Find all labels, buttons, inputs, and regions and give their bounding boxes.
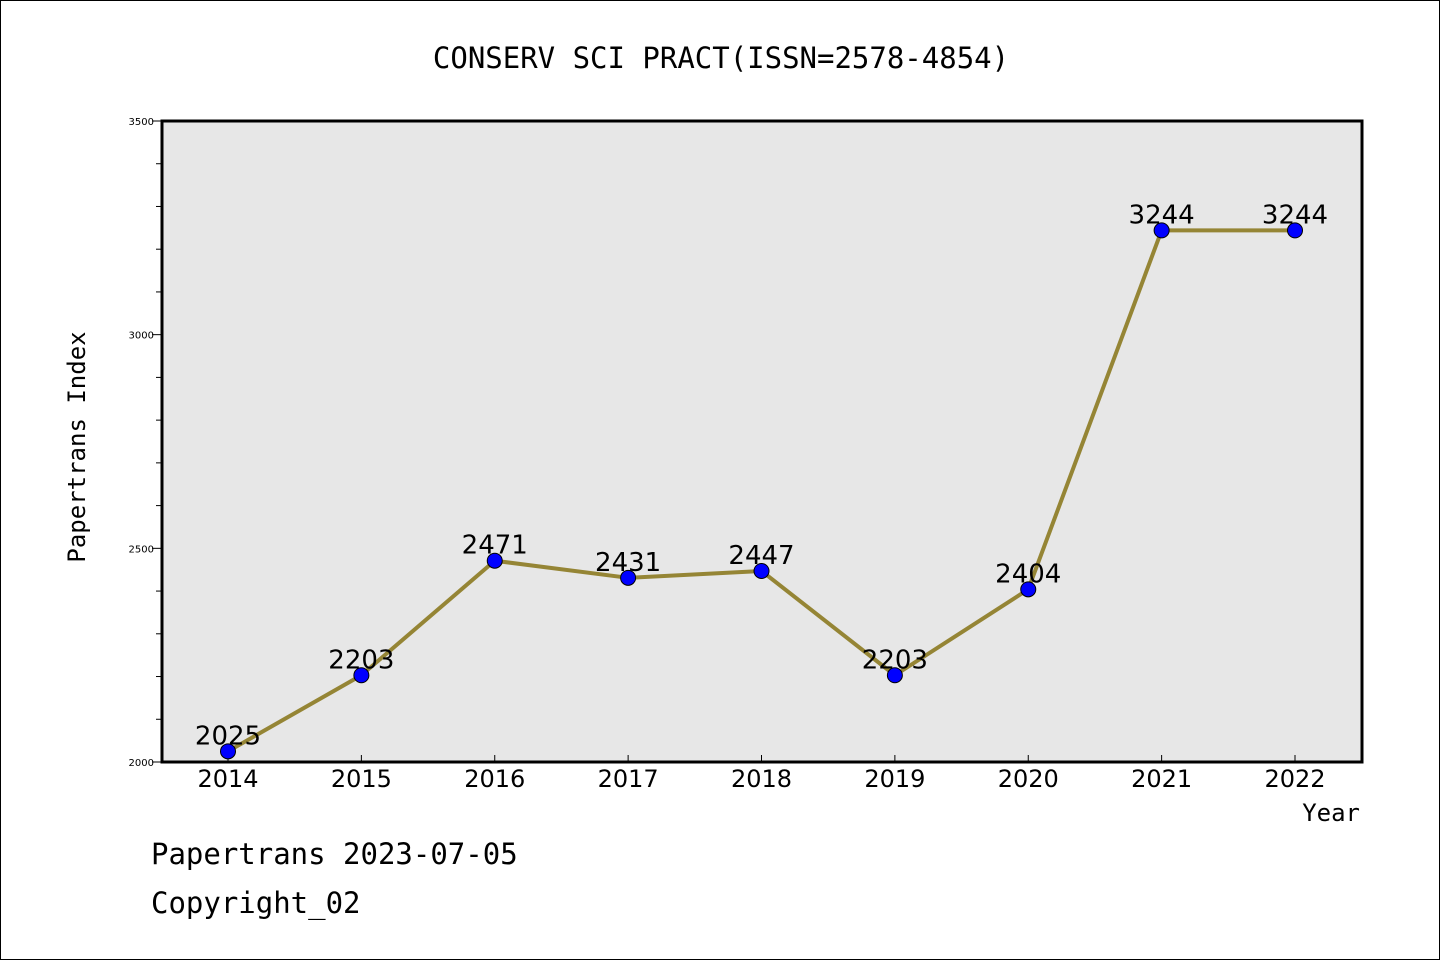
data-point (1153, 222, 1170, 239)
data-point (486, 552, 503, 569)
y-tick-label: 3500 (129, 117, 154, 128)
data-label: 2203 (862, 645, 928, 675)
x-tick-label: 2015 (331, 765, 392, 793)
data-label: 3244 (1262, 200, 1328, 230)
data-label: 2025 (195, 721, 261, 751)
x-tick-label: 2020 (998, 765, 1059, 793)
data-point (220, 743, 236, 760)
x-tick-label: 2018 (731, 765, 792, 793)
footer-date-line: Papertrans 2023-07-05 (151, 837, 518, 871)
x-tick-label: 2019 (864, 765, 925, 793)
x-tick-label: 2014 (197, 765, 258, 793)
y-tick-label: 2000 (129, 758, 154, 769)
x-tick-label: 2021 (1131, 765, 1192, 793)
y-tick-label: 2500 (129, 544, 154, 555)
data-labels: 2025 2203 2471 2431 2447 2203 2404 3244 3244 (195, 200, 1328, 751)
footer-copyright: Copyright_02 (151, 886, 361, 920)
data-points (220, 222, 1303, 760)
x-axis-label: Year (1302, 799, 1360, 827)
data-label: 3244 (1129, 200, 1195, 230)
data-point (620, 569, 637, 586)
chart-title: CONSERV SCI PRACT(ISSN=2578-4854) (433, 41, 1009, 75)
x-tick-label: 2016 (464, 765, 525, 793)
data-point (753, 562, 770, 579)
data-label: 2404 (995, 559, 1061, 589)
data-point (886, 667, 903, 684)
y-axis: 2000 2500 3000 3500 (129, 117, 162, 769)
x-tick-label: 2022 (1264, 765, 1325, 793)
data-label: 2431 (595, 548, 661, 578)
data-point (1020, 581, 1037, 598)
data-point (353, 667, 370, 684)
data-label: 2203 (328, 645, 394, 675)
x-axis: 2014 2015 2016 2017 2018 2019 2020 2021 2022 (197, 755, 1326, 793)
data-point (1287, 222, 1303, 239)
data-label: 2447 (728, 541, 794, 571)
y-tick-label: 3000 (129, 331, 154, 342)
data-label: 2471 (462, 531, 528, 561)
y-axis-label: Papertrans Index (63, 331, 91, 562)
x-tick-label: 2017 (598, 765, 659, 793)
